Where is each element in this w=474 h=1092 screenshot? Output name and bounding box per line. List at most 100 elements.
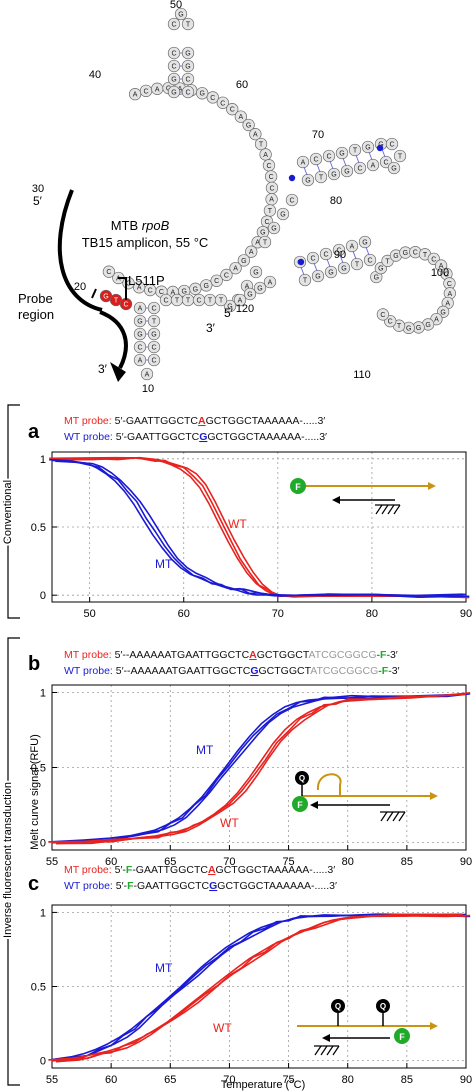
svg-text:C: C	[185, 90, 190, 97]
nucleotide: C	[159, 293, 173, 307]
nucleotide: G	[133, 314, 147, 328]
svg-text:A: A	[253, 132, 258, 139]
nucleotide: A	[366, 158, 380, 172]
svg-text:A: A	[138, 358, 143, 365]
svg-text:C: C	[289, 198, 294, 205]
base-pair	[339, 254, 344, 264]
position-label: 90	[334, 249, 346, 261]
nucleotide: A	[151, 82, 164, 95]
series-label-wt: WT	[228, 517, 247, 531]
base-pair	[368, 151, 373, 161]
svg-text:G: G	[305, 178, 310, 185]
svg-text:C: C	[431, 256, 436, 263]
svg-text:A: A	[137, 285, 142, 292]
nucleotide: T	[254, 137, 268, 151]
x-tick-label: 75	[282, 856, 294, 868]
svg-text:G: G	[362, 240, 367, 247]
nucleotide: T	[263, 204, 277, 217]
svg-text:A: A	[239, 114, 244, 121]
svg-text:A: A	[263, 152, 268, 159]
nucleotide: G	[249, 265, 263, 279]
series-line-wt	[49, 456, 464, 599]
nucleotide: A	[245, 245, 258, 258]
base-pair	[316, 163, 321, 173]
fluorophore-icon	[292, 796, 308, 812]
nucleotide: A	[128, 88, 142, 101]
svg-text:G: G	[137, 332, 142, 339]
nucleotide: G	[181, 59, 195, 73]
svg-text:Q: Q	[380, 1002, 386, 1011]
l511p-bracket-left	[91, 288, 97, 299]
svg-text:G: G	[227, 304, 232, 311]
svg-text:C: C	[383, 160, 388, 167]
svg-text:G: G	[246, 122, 251, 129]
svg-text:G: G	[341, 266, 346, 273]
nucleotide: C	[147, 301, 161, 315]
svg-text:A: A	[371, 163, 376, 170]
panel-c-letter: c	[28, 873, 39, 895]
nucleotide: C	[181, 72, 195, 86]
svg-text:T: T	[423, 252, 428, 259]
position-label: 70	[312, 129, 324, 141]
nucleotide: C	[167, 59, 181, 73]
nucleotide: C	[322, 149, 336, 163]
nucleotide: G	[361, 140, 375, 154]
series-line-wt	[48, 913, 463, 1061]
svg-text:T: T	[268, 208, 273, 215]
nucleotide: G	[387, 161, 401, 175]
x-tick-label: 55	[46, 1074, 58, 1086]
quencher-icon	[331, 999, 345, 1013]
svg-text:A: A	[445, 300, 450, 307]
x-tick-label: 80	[342, 856, 354, 868]
svg-text:G: G	[365, 145, 370, 152]
secondary-structure-diagram: ACAGAAGCCCAGATACCCATCGAAGACCGGGACCACACGC…	[18, 0, 457, 395]
nucleotide: C	[262, 159, 276, 172]
svg-text:G: G	[193, 286, 198, 293]
nucleotide: T	[298, 273, 312, 287]
svg-text:G: G	[425, 322, 430, 329]
nucleotide: C	[265, 181, 279, 195]
series-line-wt	[51, 693, 467, 844]
y-tick-label: 0.5	[31, 763, 46, 775]
nucleotide: G	[335, 146, 349, 160]
svg-text:A: A	[448, 291, 453, 298]
svg-text:A: A	[245, 284, 250, 291]
gu-pair-dot	[297, 258, 305, 266]
svg-text:C: C	[310, 256, 315, 263]
nucleotide: A	[140, 367, 154, 381]
svg-text:C: C	[214, 278, 219, 285]
svg-text:C: C	[163, 298, 168, 305]
svg-text:A: A	[249, 249, 254, 256]
nucleotide: C	[353, 161, 367, 175]
nucleotide: G	[242, 118, 255, 132]
svg-text:G: G	[331, 172, 336, 179]
svg-text:C: C	[171, 64, 176, 71]
svg-text:A: A	[301, 160, 306, 167]
svg-text:C: C	[126, 281, 131, 288]
y-axis-label: Melt curve signal (RFU)	[29, 734, 41, 850]
svg-text:C: C	[137, 345, 142, 352]
l511p-bracket	[118, 277, 127, 300]
svg-text:C: C	[151, 345, 156, 352]
svg-text:A: A	[171, 289, 176, 296]
position-label: 100	[431, 267, 449, 279]
svg-text:A: A	[434, 317, 439, 324]
x-tick-label: 70	[223, 856, 235, 868]
nucleotide: C	[133, 340, 147, 354]
probe-region-label-1: Probe	[18, 291, 53, 306]
nucleotide: T	[258, 235, 272, 249]
panel-a-mt-probe-seq: MT probe: 5′-GAATTGGCTCAGCTGGCTAAAAAA-..…	[64, 415, 325, 427]
svg-text:T: T	[319, 175, 324, 182]
gu-pair-dot	[288, 174, 296, 182]
svg-text:C: C	[123, 302, 128, 309]
panel-c-mt-probe-seq: MT probe: 5′-F-GAATTGGCTCAGCTGGCTAAAAAA-…	[64, 864, 335, 876]
svg-text:T: T	[259, 142, 264, 149]
y-tick-label: 0	[40, 590, 46, 602]
svg-text:T: T	[398, 154, 403, 161]
position-label: 110	[353, 369, 371, 381]
panel-b-wt-probe-seq: WT probe: 5′--AAAAAATGAATTGGCTCGGCTGGCTA…	[64, 665, 400, 677]
svg-text:G: G	[103, 294, 108, 301]
svg-text:A: A	[255, 240, 260, 247]
x-tick-label: 90	[460, 1074, 472, 1086]
